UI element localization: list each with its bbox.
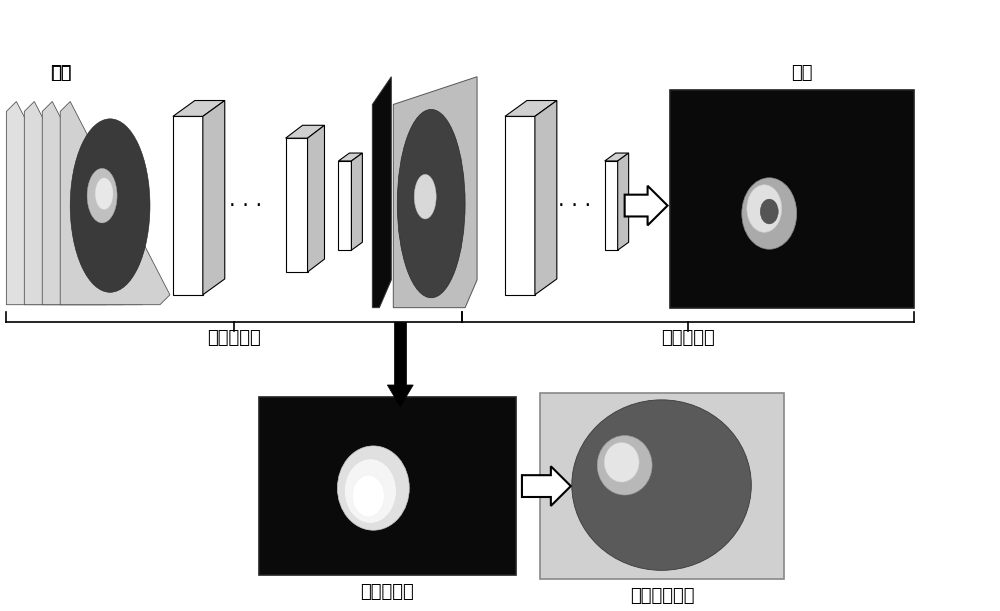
Ellipse shape (760, 199, 778, 224)
Text: 肿瘤定位网: 肿瘤定位网 (207, 329, 261, 348)
FancyBboxPatch shape (670, 90, 914, 308)
FancyBboxPatch shape (259, 397, 516, 576)
Polygon shape (286, 138, 308, 272)
Polygon shape (173, 100, 225, 116)
Polygon shape (535, 100, 557, 295)
Ellipse shape (337, 446, 409, 530)
Ellipse shape (397, 109, 465, 298)
Text: · · ·: · · · (229, 196, 262, 216)
Polygon shape (60, 101, 170, 305)
Polygon shape (351, 153, 362, 250)
Text: · · ·: · · · (558, 196, 591, 216)
Polygon shape (338, 161, 351, 250)
Polygon shape (173, 116, 203, 295)
Ellipse shape (597, 436, 652, 495)
Polygon shape (505, 116, 535, 295)
Polygon shape (605, 153, 629, 161)
Polygon shape (505, 100, 557, 116)
Ellipse shape (742, 178, 797, 249)
Text: 定位网输出: 定位网输出 (360, 584, 414, 601)
Ellipse shape (572, 400, 751, 570)
Polygon shape (618, 153, 629, 250)
Polygon shape (387, 385, 413, 407)
Ellipse shape (604, 442, 639, 482)
Polygon shape (522, 466, 571, 506)
Polygon shape (42, 101, 152, 305)
Text: 瘤内分类网: 瘤内分类网 (661, 329, 715, 348)
Text: 输入: 输入 (51, 64, 71, 82)
Polygon shape (338, 153, 362, 161)
Polygon shape (372, 77, 391, 308)
Polygon shape (24, 101, 134, 305)
Ellipse shape (87, 169, 117, 223)
FancyBboxPatch shape (540, 393, 784, 579)
Polygon shape (286, 125, 324, 138)
Polygon shape (393, 77, 477, 308)
Text: 肿瘤候选区域: 肿瘤候选区域 (630, 587, 694, 605)
Text: 输入: 输入 (50, 64, 72, 82)
Polygon shape (203, 100, 225, 295)
Ellipse shape (414, 174, 436, 219)
Polygon shape (605, 161, 618, 250)
Ellipse shape (352, 475, 384, 517)
Polygon shape (625, 186, 668, 225)
Ellipse shape (95, 178, 113, 210)
Polygon shape (6, 101, 116, 305)
Ellipse shape (344, 459, 396, 523)
Polygon shape (394, 321, 406, 385)
Text: 输出: 输出 (791, 64, 812, 82)
Polygon shape (308, 125, 324, 272)
Ellipse shape (70, 119, 150, 292)
Ellipse shape (747, 185, 782, 232)
